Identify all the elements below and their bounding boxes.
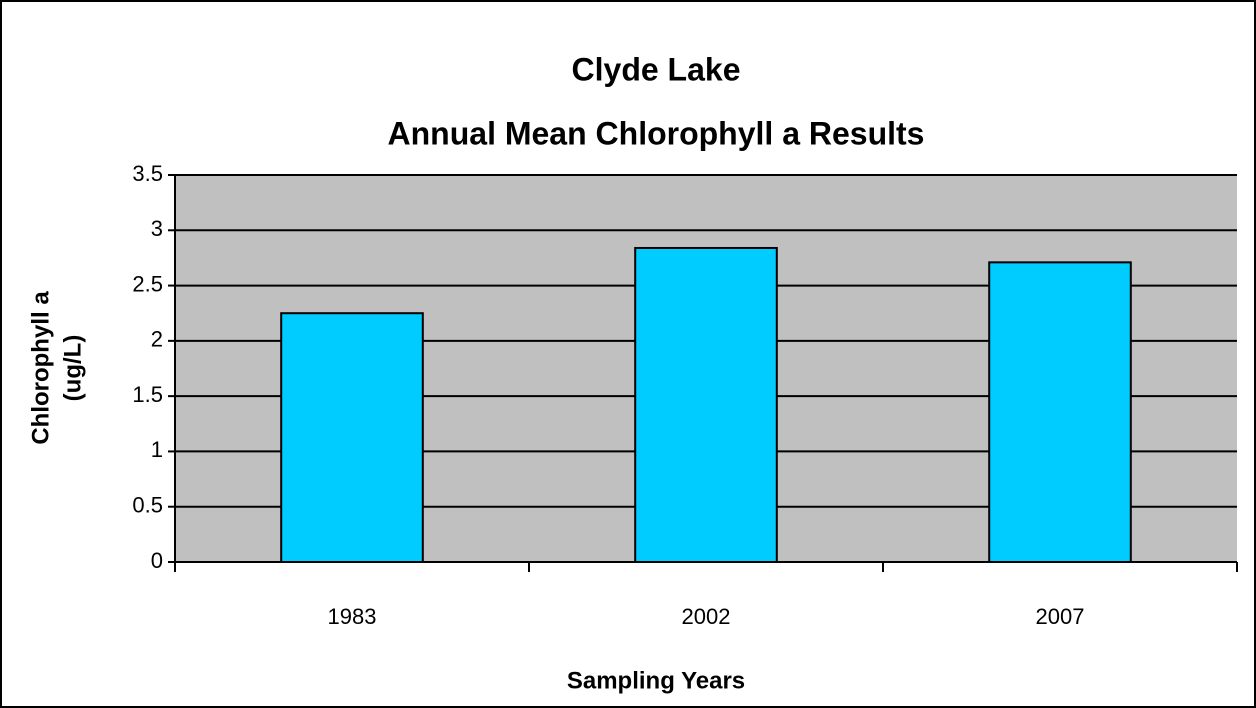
y-axis-title: (ug/L)	[59, 335, 86, 402]
y-tick-label: 2.5	[132, 271, 163, 296]
y-tick-label: 0	[151, 548, 163, 573]
y-tick-label: 1.5	[132, 382, 163, 407]
x-tick-label: 2007	[1036, 604, 1085, 629]
bar	[634, 246, 778, 563]
y-tick-label: 0.5	[132, 493, 163, 518]
y-tick-label: 1	[151, 437, 163, 462]
y-tick-label: 3.5	[132, 161, 163, 186]
y-axis-title: Chlorophyll a	[27, 291, 54, 445]
chart-subtitle: Annual Mean Chlorophyll a Results	[388, 115, 925, 151]
y-tick-label: 3	[151, 216, 163, 241]
x-tick-label: 1983	[328, 604, 377, 629]
chart-title: Clyde Lake	[572, 51, 741, 87]
bar	[280, 312, 424, 564]
y-tick-label: 2	[151, 327, 163, 352]
bar	[988, 261, 1132, 563]
x-tick-label: 2002	[682, 604, 731, 629]
x-axis-title: Sampling Years	[567, 667, 745, 694]
